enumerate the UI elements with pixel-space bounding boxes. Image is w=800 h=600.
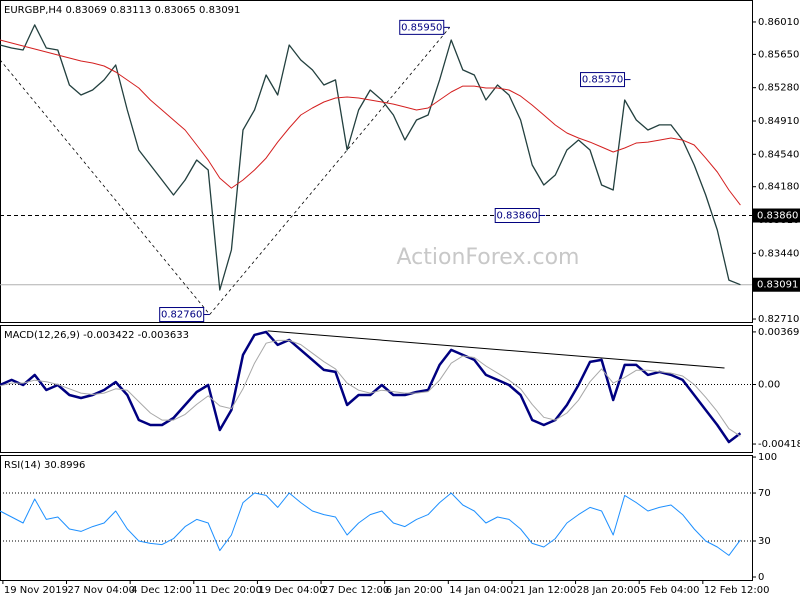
annotation-box: [580, 72, 626, 88]
x-tick-label: 14 Jan 04:00: [449, 585, 512, 596]
y-tick-label: 0.82710: [758, 314, 799, 325]
panel-frame: [0, 0, 753, 323]
series-line: [0, 39, 741, 206]
price-label: 0.83091: [757, 280, 798, 291]
series-line: [0, 492, 741, 556]
panel-frame: [0, 455, 753, 581]
y-tick-label: 0.84180: [758, 182, 799, 193]
price-label-box: [753, 277, 800, 292]
x-tick-label: 11 Dec 20:00: [195, 585, 262, 596]
panel-frame: [0, 325, 753, 453]
trend-line: [0, 59, 211, 315]
x-tick-label: 12 Feb 12:00: [704, 585, 770, 596]
x-tick-label: 5 Feb 04:00: [640, 585, 699, 596]
x-tick-label: 19 Nov 2019: [4, 585, 68, 596]
annotation-label: 0.85950: [401, 22, 442, 33]
x-tick-label: 19 Dec 04:00: [258, 585, 325, 596]
x-tick-label: 28 Jan 20:00: [577, 585, 640, 596]
price-label-box: [753, 208, 800, 223]
series-line: [0, 24, 741, 291]
panel-title: MACD(12,26,9) -0.003422 -0.003633: [4, 330, 189, 341]
annotation-label: 0.82760: [161, 310, 202, 321]
annotation-label: 0.83860: [497, 211, 538, 222]
panel-title: RSI(14) 30.8996: [4, 460, 85, 471]
x-tick-label: 21 Jan 12:00: [513, 585, 576, 596]
y-tick-label: 0.00: [758, 380, 780, 391]
y-tick-label: 0.85650: [758, 49, 799, 60]
annotation-box: [494, 208, 540, 224]
y-tick-label: 0.84910: [758, 116, 799, 127]
x-tick-label: 27 Dec 12:00: [322, 585, 389, 596]
x-tick-label: 27 Nov 04:00: [68, 585, 135, 596]
annotation-box: [159, 307, 205, 323]
panel-title: EURGBP,H4 0.83069 0.83113 0.83065 0.8309…: [4, 5, 240, 16]
y-tick-label: 30: [758, 536, 771, 547]
watermark: ActionForex.com: [397, 245, 580, 270]
x-tick-label: 6 Jan 20:00: [386, 585, 443, 596]
y-tick-label: 0.83440: [758, 248, 799, 259]
price-label: 0.83860: [757, 211, 798, 222]
y-tick-label: 70: [758, 488, 771, 499]
annotation-box: [399, 19, 445, 35]
y-tick-label: 0.85280: [758, 83, 799, 94]
y-tick-label: 0.84540: [758, 149, 799, 160]
x-tick-label: 4 Dec 12:00: [131, 585, 192, 596]
series-line: [0, 330, 742, 444]
y-tick-label: 100: [758, 452, 777, 463]
y-tick-label: 0.003695: [758, 327, 800, 338]
y-tick-label: 0.86010: [758, 17, 799, 28]
trend-line: [267, 330, 725, 369]
y-tick-label: -0.00418: [758, 439, 800, 450]
annotation-label: 0.85370: [582, 75, 623, 86]
trend-line: [209, 27, 451, 315]
series-line: [0, 339, 741, 437]
y-tick-label: 0: [758, 572, 764, 583]
